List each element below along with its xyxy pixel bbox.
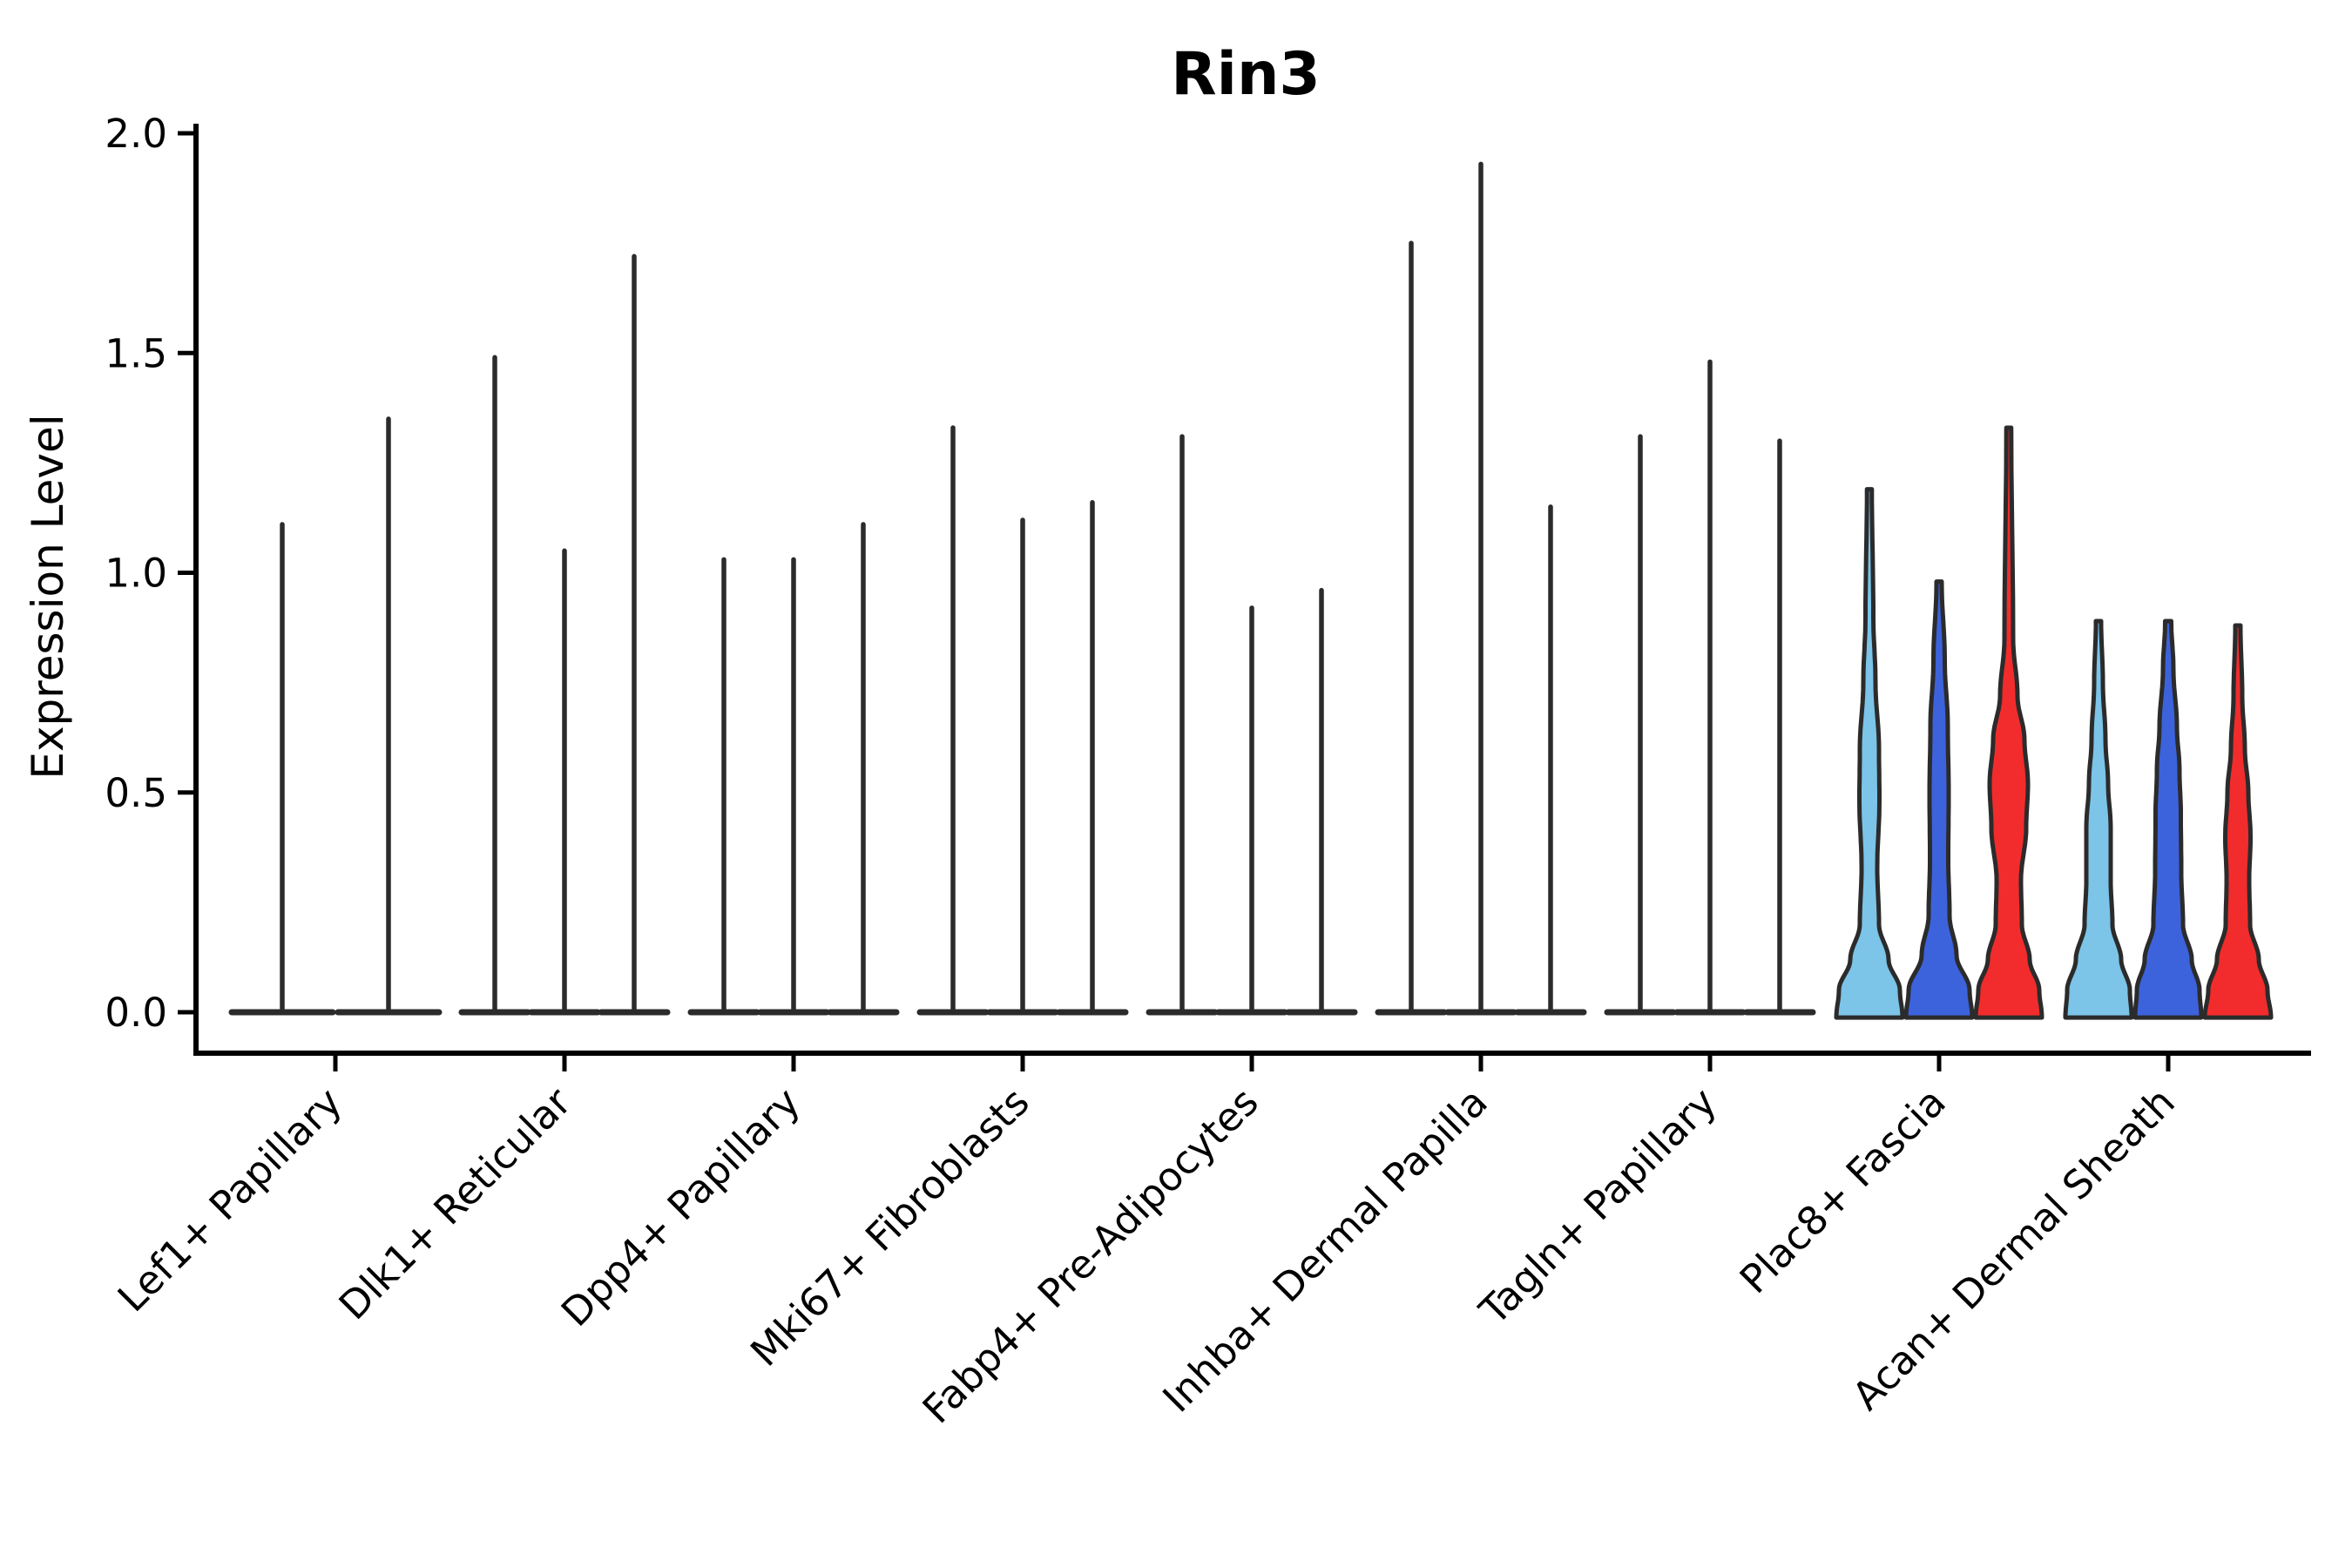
violin-light_blue (1834, 487, 1905, 1020)
y-tick-label: 0.0 (105, 990, 167, 1036)
y-axis-label: Expression Level (23, 414, 73, 779)
y-tick-label: 1.0 (105, 551, 167, 597)
y-axis-ticks: 0.0 0.5 1.0 1.5 2.0 (105, 111, 196, 1036)
x-tick-label: Lef1+ Papillary (109, 1078, 351, 1321)
violin-light_blue (2063, 618, 2134, 1020)
violin-dark_blue (2132, 618, 2204, 1020)
violin-dark_blue (1903, 579, 1975, 1020)
x-tick-label: Tagln+ Papillary (1470, 1078, 1726, 1334)
x-tick-label: Dpp4+ Papillary (552, 1078, 809, 1335)
violin-red (1973, 425, 2044, 1020)
violin-shapes (228, 161, 2274, 1020)
x-tick-label: Dlk1+ Reticular (330, 1078, 580, 1328)
y-tick-label: 2.0 (105, 111, 167, 157)
y-tick-label: 1.5 (105, 330, 167, 376)
violin-red (2202, 623, 2274, 1020)
y-tick-label: 0.5 (105, 770, 167, 816)
x-tick-label: Plac8+ Fascia (1731, 1078, 1955, 1302)
chart-title: Rin3 (1171, 40, 1320, 109)
